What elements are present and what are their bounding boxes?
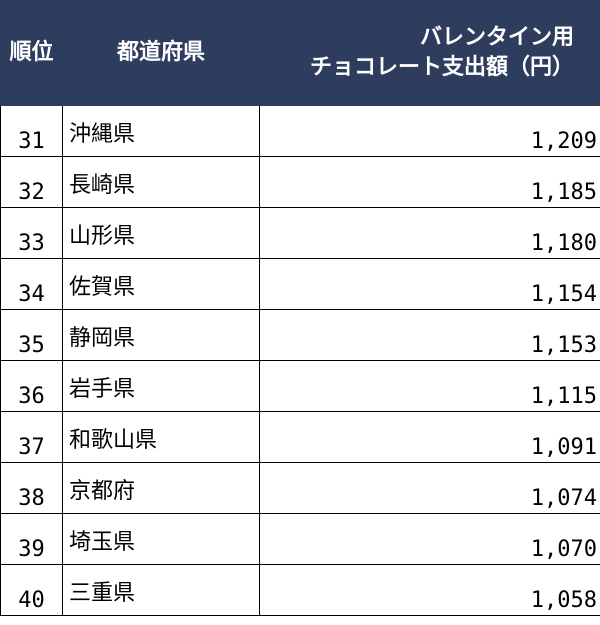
amount-cell: 1,115 [259,360,600,412]
table-row: 37 和歌山県 1,091 [0,411,600,463]
amount-cell: 1,091 [259,411,600,463]
prefecture-cell: 岩手県 [62,360,260,412]
amount-cell: 1,153 [259,309,600,361]
rank-cell: 38 [0,462,63,514]
rank-cell: 39 [0,513,63,565]
prefecture-cell: 埼玉県 [62,513,260,565]
rank-cell: 31 [0,105,63,157]
table-row: 32 長崎県 1,185 [0,156,600,208]
header-row: 順位 都道府県 バレンタイン用 チョコレート支出額（円） [0,0,600,106]
amount-cell: 1,070 [259,513,600,565]
prefecture-cell: 静岡県 [62,309,260,361]
table-row: 39 埼玉県 1,070 [0,513,600,565]
rank-cell: 32 [0,156,63,208]
amount-cell: 1,074 [259,462,600,514]
amount-cell: 1,209 [259,105,600,157]
prefecture-cell: 和歌山県 [62,411,260,463]
table-row: 40 三重県 1,058 [0,564,600,616]
prefecture-cell: 長崎県 [62,156,260,208]
header-prefecture: 都道府県 [62,0,260,106]
header-amount: バレンタイン用 チョコレート支出額（円） [259,0,600,106]
rank-cell: 36 [0,360,63,412]
prefecture-cell: 三重県 [62,564,260,616]
table-row: 35 静岡県 1,153 [0,309,600,361]
amount-cell: 1,185 [259,156,600,208]
rank-cell: 34 [0,258,63,310]
amount-cell: 1,058 [259,564,600,616]
table-row: 38 京都府 1,074 [0,462,600,514]
amount-cell: 1,180 [259,207,600,259]
header-rank: 順位 [0,0,63,106]
header-amount-line1: バレンタイン用 [419,25,574,50]
table-row: 31 沖縄県 1,209 [0,105,600,157]
table-row: 34 佐賀県 1,154 [0,258,600,310]
table-row: 36 岩手県 1,115 [0,360,600,412]
rank-cell: 35 [0,309,63,361]
prefecture-cell: 沖縄県 [62,105,260,157]
rank-cell: 37 [0,411,63,463]
header-amount-line2: チョコレート支出額（円） [309,55,574,80]
prefecture-cell: 山形県 [62,207,260,259]
prefecture-cell: 佐賀県 [62,258,260,310]
prefecture-cell: 京都府 [62,462,260,514]
rank-cell: 40 [0,564,63,616]
rank-cell: 33 [0,207,63,259]
amount-cell: 1,154 [259,258,600,310]
table-row: 33 山形県 1,180 [0,207,600,259]
